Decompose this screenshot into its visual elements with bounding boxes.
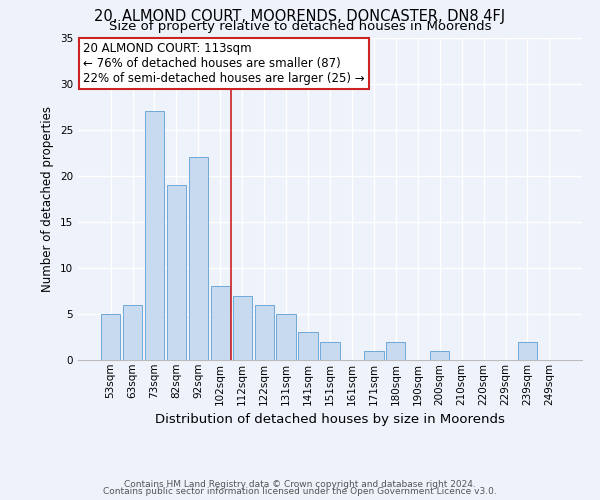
Bar (518, 342, 537, 360)
Text: Contains HM Land Registry data © Crown copyright and database right 2024.: Contains HM Land Registry data © Crown c… (124, 480, 476, 489)
Bar (123, 304, 142, 360)
Text: Size of property relative to detached houses in Moorends: Size of property relative to detached ho… (109, 20, 491, 33)
Text: 20, ALMOND COURT, MOORENDS, DONCASTER, DN8 4FJ: 20, ALMOND COURT, MOORENDS, DONCASTER, D… (94, 9, 506, 24)
Bar (233, 296, 252, 360)
Bar (211, 286, 230, 360)
Bar (430, 351, 449, 360)
Bar (386, 342, 406, 360)
Bar (298, 332, 318, 360)
X-axis label: Distribution of detached houses by size in Moorends: Distribution of detached houses by size … (155, 413, 505, 426)
Text: Contains public sector information licensed under the Open Government Licence v3: Contains public sector information licen… (103, 488, 497, 496)
Bar (188, 158, 208, 360)
Bar (167, 185, 186, 360)
Bar (145, 111, 164, 360)
Text: 20 ALMOND COURT: 113sqm
← 76% of detached houses are smaller (87)
22% of semi-de: 20 ALMOND COURT: 113sqm ← 76% of detache… (83, 42, 365, 86)
Bar (277, 314, 296, 360)
Bar (101, 314, 120, 360)
Bar (320, 342, 340, 360)
Bar (254, 304, 274, 360)
Y-axis label: Number of detached properties: Number of detached properties (41, 106, 55, 292)
Bar (364, 351, 383, 360)
